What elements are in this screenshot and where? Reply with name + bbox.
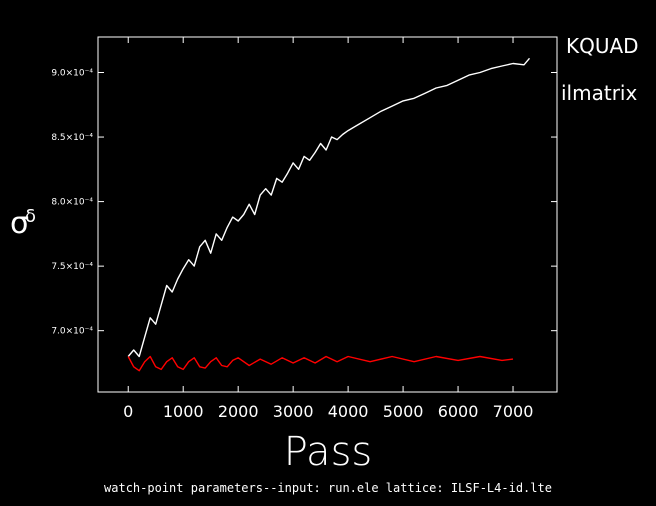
y-tick-label: 8.0×10⁻⁴ (51, 198, 93, 208)
x-tick-label: 5000 (383, 402, 424, 421)
y-axis-label-sigma: σ (10, 206, 29, 241)
x-tick-label: 2000 (218, 402, 259, 421)
legend-label-ilmatrix: ilmatrix (561, 81, 637, 105)
x-tick-label: 7000 (493, 402, 534, 421)
x-axis-label: Pass (284, 429, 373, 475)
x-tick-label: 0 (123, 402, 133, 421)
x-axis: 0 1000 2000 3000 4000 5000 6000 7000 (123, 37, 533, 421)
y-tick-label: 7.5×10⁻⁴ (51, 262, 93, 272)
series-layer (127, 57, 531, 372)
y-axis-label-delta: δ (25, 206, 36, 227)
y-tick-label: 9.0×10⁻⁴ (51, 69, 93, 79)
y-axis: 7.0×10⁻⁴ 7.5×10⁻⁴ 8.0×10⁻⁴ 8.5×10⁻⁴ 9.0×10⁻⁴ (51, 69, 557, 337)
footer-caption: watch-point parameters--input: run.ele l… (104, 481, 552, 495)
x-tick-label: 4000 (328, 402, 369, 421)
y-tick-label: 8.5×10⁻⁴ (51, 133, 93, 143)
y-tick-label: 7.0×10⁻⁴ (51, 327, 93, 337)
series-line-0 (127, 57, 531, 358)
x-tick-label: 6000 (438, 402, 479, 421)
legend-label-kquad: KQUAD (566, 34, 639, 58)
plot-frame (97, 36, 558, 393)
x-tick-label: 3000 (273, 402, 314, 421)
series-line-1 (127, 355, 514, 372)
x-tick-label: 1000 (163, 402, 204, 421)
